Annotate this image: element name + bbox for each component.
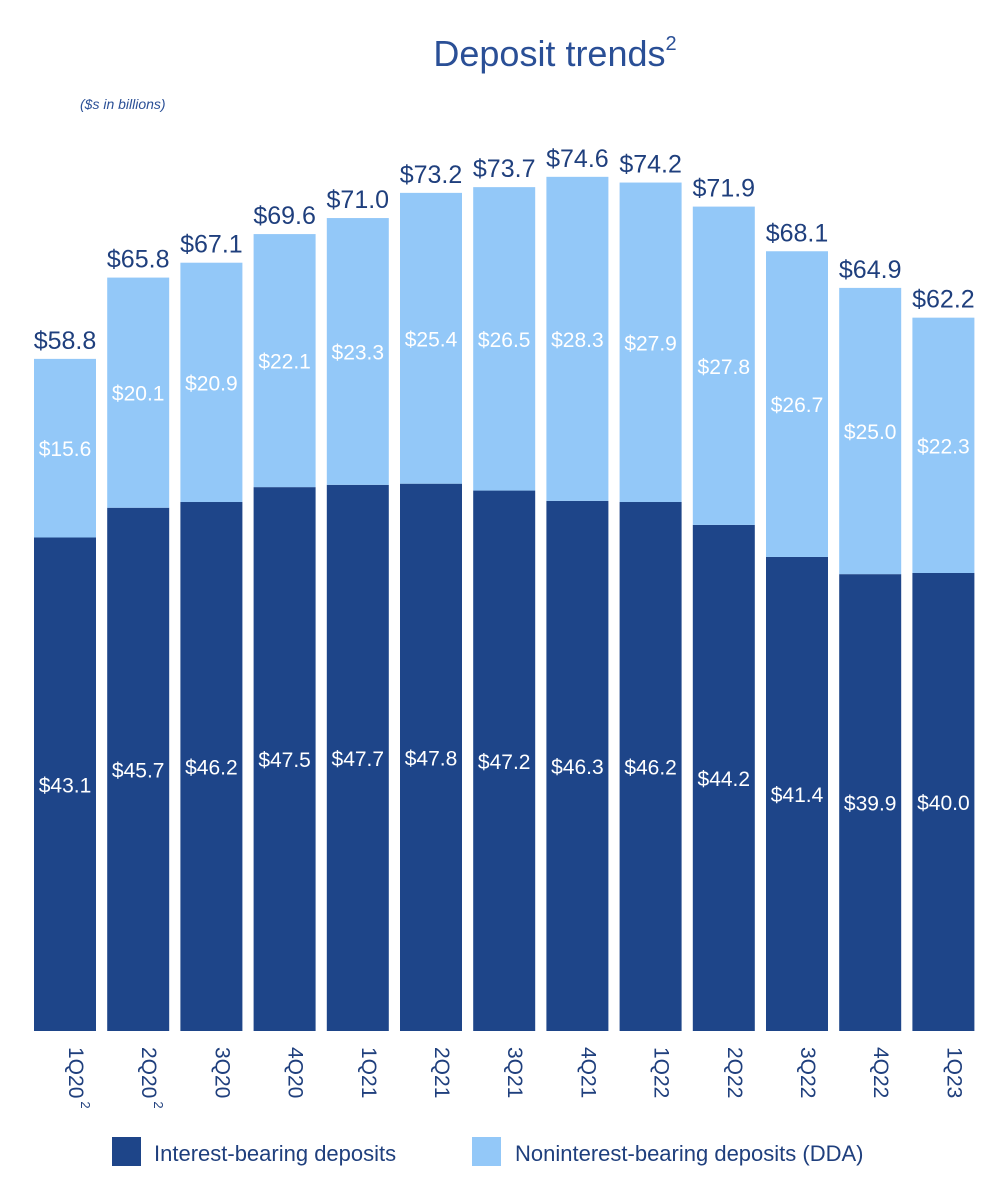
chart-title-text: Deposit trends: [433, 33, 665, 74]
bar-interest-bearing: [546, 500, 609, 1031]
x-tick-label: 2Q21: [430, 1047, 453, 1098]
bar-label-noninterest-bearing: $25.0: [844, 421, 897, 444]
bar-label-noninterest-bearing: $20.9: [185, 372, 238, 395]
bar-interest-bearing: [912, 573, 975, 1031]
bar-noninterest-bearing: [766, 251, 828, 557]
bar-total-label: $74.6: [546, 145, 609, 173]
bar-label-noninterest-bearing: $26.7: [771, 394, 824, 417]
x-tick-label: 2Q202: [137, 1047, 166, 1109]
bar-label-noninterest-bearing: $15.6: [39, 438, 92, 461]
x-tick-label: 1Q21: [357, 1047, 380, 1098]
legend-label-interest-bearing: Interest-bearing deposits: [154, 1141, 396, 1166]
bar-noninterest-bearing: [473, 187, 536, 491]
bar-label-interest-bearing: $46.2: [185, 757, 238, 780]
bar-label-interest-bearing: $41.4: [771, 784, 824, 807]
x-tick-label: 1Q22: [650, 1047, 673, 1098]
bar-total-label: $64.9: [839, 256, 902, 284]
bar-interest-bearing: [180, 502, 243, 1031]
bar-total-label: $71.9: [693, 175, 756, 203]
bar-label-interest-bearing: $47.7: [332, 748, 385, 771]
bar-interest-bearing: [326, 484, 389, 1032]
bar-noninterest-bearing: [912, 317, 975, 573]
x-tick-label: 1Q23: [942, 1047, 965, 1098]
bar-total-label: $69.6: [253, 202, 316, 230]
unit-note: ($s in billions): [80, 96, 166, 112]
bar-total-label: $73.7: [473, 155, 536, 183]
bar-total-label: $74.2: [619, 151, 682, 179]
bars-group: $43.1 $15.6 $58.8 1Q202 $45.7 $20.1 $65.8 2Q202…: [34, 145, 975, 1109]
bar-label-noninterest-bearing: $25.4: [405, 328, 458, 351]
legend-swatch-interest-bearing: [112, 1137, 141, 1166]
bar-label-interest-bearing: $47.5: [258, 749, 311, 772]
bar-noninterest-bearing: [619, 182, 682, 503]
bar-label-noninterest-bearing: $28.3: [551, 329, 604, 352]
bar-noninterest-bearing: [839, 287, 902, 575]
bar-interest-bearing: [619, 502, 682, 1031]
bar-label-interest-bearing: $44.2: [698, 768, 751, 791]
bar-interest-bearing: [766, 556, 828, 1031]
bar-total-label: $73.2: [400, 161, 463, 189]
bar-total-label: $62.2: [912, 286, 975, 314]
bar-interest-bearing: [34, 537, 96, 1031]
bar-noninterest-bearing: [34, 358, 96, 538]
bar-label-noninterest-bearing: $20.1: [112, 383, 165, 406]
x-tick-label: 4Q20: [284, 1047, 307, 1098]
bar-label-noninterest-bearing: $27.9: [624, 332, 677, 355]
legend-swatch-noninterest-bearing: [472, 1137, 501, 1166]
bar-total-label: $58.8: [34, 327, 97, 355]
bar-interest-bearing: [400, 483, 462, 1031]
bar-noninterest-bearing: [253, 234, 316, 488]
x-tick-label: 1Q202: [64, 1047, 93, 1109]
bar-label-noninterest-bearing: $22.1: [258, 351, 311, 374]
bar-label-noninterest-bearing: $23.3: [332, 341, 385, 364]
chart-title: Deposit trends2: [433, 33, 676, 74]
x-tick-label: 3Q20: [210, 1047, 233, 1098]
x-tick-label: 3Q21: [503, 1047, 526, 1098]
bar-noninterest-bearing: [326, 218, 389, 485]
bar-label-interest-bearing: $47.8: [405, 747, 458, 770]
x-tick-label: 2Q22: [723, 1047, 746, 1098]
bar-interest-bearing: [107, 507, 170, 1031]
bar-total-label: $68.1: [766, 219, 829, 247]
legend: Interest-bearing deposits Noninterest-be…: [112, 1137, 864, 1166]
bar-noninterest-bearing: [692, 206, 755, 525]
x-tick-label: 4Q21: [576, 1047, 599, 1098]
bar-label-interest-bearing: $39.9: [844, 793, 897, 816]
x-tick-label: 4Q22: [869, 1047, 892, 1098]
bar-total-label: $71.0: [327, 186, 390, 214]
bar-noninterest-bearing: [400, 192, 462, 484]
bar-label-interest-bearing: $40.0: [917, 792, 970, 815]
bar-label-interest-bearing: $45.7: [112, 759, 165, 782]
chart-title-superscript: 2: [666, 33, 677, 55]
bar-interest-bearing: [473, 490, 536, 1031]
bar-interest-bearing: [692, 524, 755, 1031]
bar-noninterest-bearing: [107, 277, 170, 508]
bar-interest-bearing: [839, 574, 902, 1031]
bar-label-interest-bearing: $43.1: [39, 774, 92, 797]
bar-label-interest-bearing: $46.3: [551, 756, 604, 779]
bar-total-label: $65.8: [107, 246, 170, 274]
bar-label-noninterest-bearing: $22.3: [917, 435, 970, 458]
bar-label-interest-bearing: $46.2: [624, 757, 677, 780]
bar-noninterest-bearing: [180, 262, 243, 503]
bar-label-noninterest-bearing: $27.8: [698, 356, 751, 379]
bar-noninterest-bearing: [546, 176, 609, 501]
legend-label-noninterest-bearing: Noninterest-bearing deposits (DDA): [515, 1141, 864, 1166]
bar-label-interest-bearing: $47.2: [478, 751, 531, 774]
bar-interest-bearing: [253, 487, 316, 1031]
bar-total-label: $67.1: [180, 231, 243, 259]
bar-label-noninterest-bearing: $26.5: [478, 329, 531, 352]
x-tick-label: 3Q22: [796, 1047, 819, 1098]
